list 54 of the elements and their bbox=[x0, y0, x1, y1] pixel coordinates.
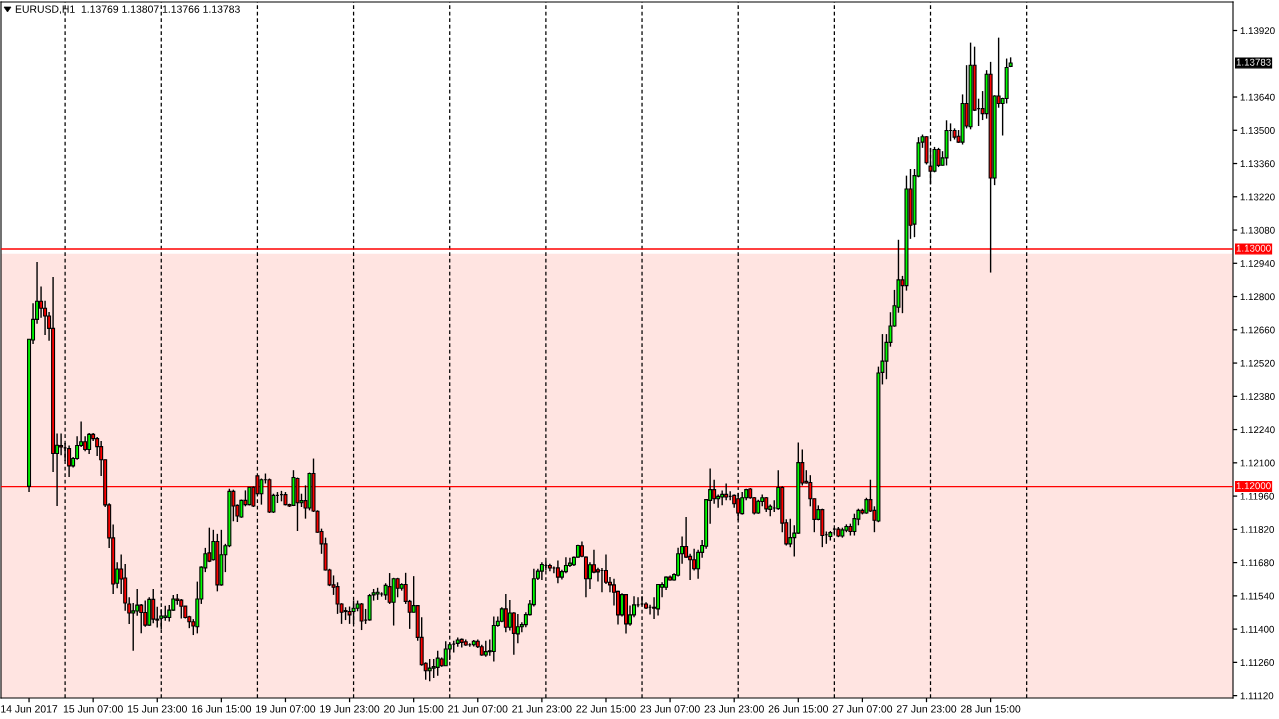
y-tick-label: 1.13640 bbox=[1240, 93, 1275, 101]
text: 1.13783 bbox=[1236, 58, 1271, 66]
y-tick-label: 1.11260 bbox=[1240, 659, 1274, 666]
x-tick-label: 14 Jun 2017 bbox=[1, 705, 58, 713]
candlestick bbox=[555, 559, 560, 584]
y-tick-label: 1.11680 bbox=[1240, 559, 1274, 567]
x-tick-label: 20 Jun 15:00 bbox=[384, 705, 444, 713]
y-tick-label: 1.11820 bbox=[1240, 526, 1274, 533]
candlestick bbox=[788, 517, 793, 548]
x-tick-label: 15 Jun 23:00 bbox=[127, 705, 187, 713]
candlestick bbox=[391, 577, 396, 627]
x-tick-label: 19 Jun 23:00 bbox=[320, 705, 380, 713]
y-tick-label: 1.11960 bbox=[1240, 492, 1274, 500]
candlestick bbox=[720, 489, 725, 507]
candlestick bbox=[716, 493, 721, 509]
candlestick bbox=[131, 602, 136, 652]
x-tick-label: 21 Jun 23:00 bbox=[512, 705, 572, 713]
y-tick-label: 1.12240 bbox=[1240, 426, 1275, 434]
y-tick-label: 1.12520 bbox=[1240, 359, 1275, 367]
candlestick bbox=[507, 599, 512, 632]
x-tick-label: 21 Jun 07:00 bbox=[448, 705, 508, 713]
x-tick-label: 16 Jun 15:00 bbox=[192, 705, 252, 713]
y-tick-label: 1.13080 bbox=[1240, 226, 1275, 234]
candlestick bbox=[387, 572, 392, 605]
candlestick bbox=[435, 650, 440, 677]
candlestick bbox=[151, 588, 156, 624]
candlestick bbox=[259, 477, 264, 506]
candlestick bbox=[359, 602, 364, 631]
y-tick-label: 1.13360 bbox=[1240, 160, 1275, 168]
y-tick-label: 1.13220 bbox=[1240, 193, 1275, 201]
y-tick-label: 1.13500 bbox=[1240, 127, 1275, 134]
chart-title: EURUSD,H1 1.13769 1.13807 1.13766 1.13783 bbox=[15, 5, 240, 15]
x-tick-label: 27 Jun 07:00 bbox=[832, 705, 893, 713]
ref-line-label: 1.12000 bbox=[1236, 482, 1271, 490]
y-tick-label: 1.12800 bbox=[1240, 293, 1275, 301]
x-tick-label: 23 Jun 23:00 bbox=[704, 705, 764, 713]
y-tick-label: 1.12100 bbox=[1240, 459, 1275, 467]
x-tick-label: 15 Jun 07:00 bbox=[63, 705, 123, 713]
y-tick-label: 1.11120 bbox=[1240, 692, 1274, 700]
y-tick-label: 1.12380 bbox=[1240, 393, 1275, 400]
x-tick-label: 22 Jun 15:00 bbox=[576, 705, 636, 713]
candlestick bbox=[852, 512, 857, 537]
y-tick-label: 1.11400 bbox=[1240, 625, 1274, 633]
y-tick-label: 1.11540 bbox=[1240, 592, 1274, 600]
x-tick-label: 26 Jun 15:00 bbox=[768, 705, 829, 713]
ref-line-label: 1.13000 bbox=[1236, 244, 1271, 252]
x-tick-label: 23 Jun 07:00 bbox=[640, 705, 700, 713]
y-tick-label: 1.13920 bbox=[1240, 27, 1275, 35]
x-tick-label: 19 Jun 07:00 bbox=[256, 705, 316, 713]
x-tick-label: 27 Jun 23:00 bbox=[896, 705, 957, 713]
x-tick-label: 28 Jun 15:00 bbox=[961, 705, 1021, 713]
y-tick-label: 1.12660 bbox=[1240, 326, 1275, 334]
candlestick bbox=[936, 147, 941, 168]
y-tick-label: 1.12940 bbox=[1240, 260, 1275, 267]
